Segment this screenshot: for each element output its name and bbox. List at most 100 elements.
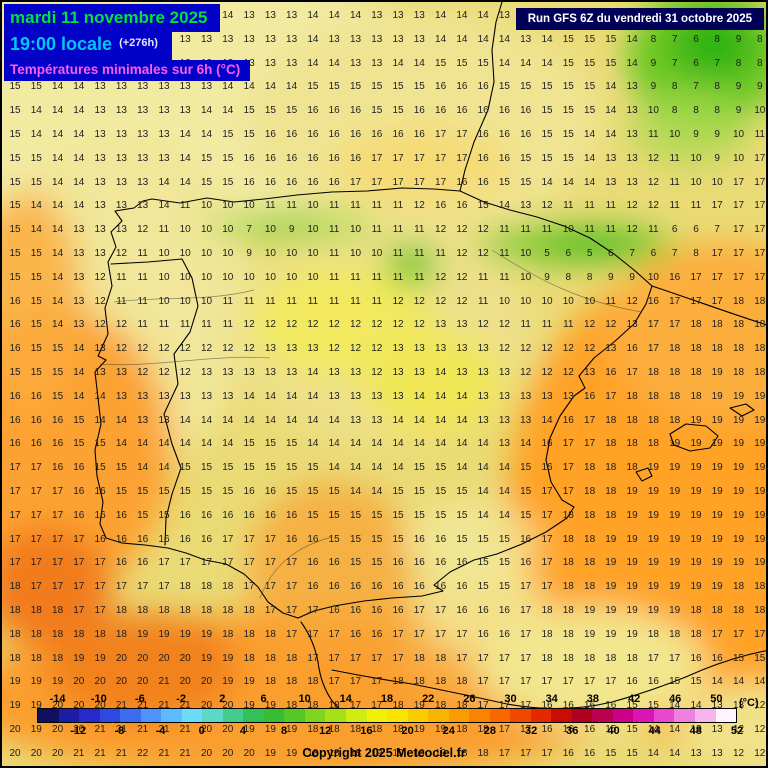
temp-value: 8 xyxy=(565,271,572,283)
temp-value: 15 xyxy=(732,652,745,664)
copyright-label: Copyright 2025 Meteociel.fr xyxy=(302,746,466,760)
temp-value: 19 xyxy=(584,628,596,640)
temp-value: 15 xyxy=(754,652,766,664)
temp-value: 14 xyxy=(30,105,42,117)
temp-value: 14 xyxy=(179,129,191,140)
temp-value: 13 xyxy=(73,224,85,236)
temp-value: 17 xyxy=(435,152,447,164)
temp-value: 12 xyxy=(137,224,149,236)
temp-value: 10 xyxy=(222,200,234,212)
temp-value: 15 xyxy=(371,533,383,545)
temp-value: 16 xyxy=(541,700,553,712)
temp-value: 15 xyxy=(498,557,510,569)
temp-value: 18 xyxy=(690,319,702,331)
temp-value: 16 xyxy=(286,129,298,140)
temp-value: 16 xyxy=(9,414,21,426)
temp-value: 14 xyxy=(477,486,489,497)
temp-value: 17 xyxy=(94,581,106,593)
temp-value: 12 xyxy=(584,319,596,331)
temp-value: 18 xyxy=(562,557,574,569)
temp-value: 10 xyxy=(200,295,213,307)
temp-value: 21 xyxy=(158,676,170,688)
temp-value: 9 xyxy=(650,57,657,69)
temp-value: 15 xyxy=(328,509,340,521)
temp-value: 13 xyxy=(520,414,532,426)
temp-value: 18 xyxy=(30,628,42,640)
temp-value: 15 xyxy=(222,129,234,140)
temp-value: 11 xyxy=(328,271,340,283)
temp-value: 9 xyxy=(544,271,550,283)
temp-value: 13 xyxy=(349,414,362,426)
temp-value: 13 xyxy=(286,57,298,69)
valid-time-label: 19:00 locale (+276h) xyxy=(4,32,172,60)
temp-value: 17 xyxy=(456,652,468,664)
temp-value: 11 xyxy=(499,224,510,236)
temp-value: 19 xyxy=(669,509,681,521)
temp-value: 19 xyxy=(222,676,234,688)
temp-value: 16 xyxy=(349,152,362,164)
temp-value: 17 xyxy=(754,200,766,212)
colorbar-segment xyxy=(489,709,511,722)
temp-value: 13 xyxy=(73,248,85,259)
temp-value: 18 xyxy=(562,581,574,593)
temp-value: 18 xyxy=(52,652,64,664)
temp-value: 14 xyxy=(264,390,276,402)
temp-value: 6 xyxy=(693,57,699,69)
temp-value: 13 xyxy=(349,390,362,402)
temp-value: 14 xyxy=(179,176,191,188)
temp-value: 15 xyxy=(349,509,362,521)
temp-value: 15 xyxy=(9,81,21,93)
temp-value: 12 xyxy=(137,343,149,355)
temp-value: 13 xyxy=(94,105,106,117)
temp-value: 17 xyxy=(541,581,553,593)
temp-value: 11 xyxy=(222,295,233,307)
temp-value: 15 xyxy=(349,533,362,545)
temp-value: 18 xyxy=(307,676,319,688)
temp-value: 17 xyxy=(435,628,447,640)
temp-value: 16 xyxy=(307,533,319,545)
temp-value: 12 xyxy=(754,724,766,735)
temp-value: 18 xyxy=(9,628,21,640)
temp-value: 7 xyxy=(671,57,678,69)
temp-value: 19 xyxy=(200,628,213,640)
temp-value: 19 xyxy=(732,438,745,450)
temp-value: 16 xyxy=(435,557,447,569)
temp-value: 12 xyxy=(435,271,447,283)
temp-value: 19 xyxy=(200,652,213,664)
temp-value: 14 xyxy=(52,295,64,307)
temp-value: 14 xyxy=(371,486,383,497)
temp-value: 11 xyxy=(605,295,616,307)
temp-value: 14 xyxy=(307,10,319,21)
temp-value: 16 xyxy=(584,747,596,759)
temp-value: 11 xyxy=(243,295,255,307)
temp-value: 16 xyxy=(115,509,127,521)
temp-value: 19 xyxy=(669,605,681,616)
temp-value: 19 xyxy=(9,700,21,712)
temp-value: 18 xyxy=(711,343,723,355)
temp-value: 13 xyxy=(137,129,149,140)
temp-value: 13 xyxy=(94,200,106,212)
temp-value: 13 xyxy=(371,57,383,69)
temp-value: 17 xyxy=(456,628,468,640)
temp-value: 16 xyxy=(264,509,276,521)
temp-value: 14 xyxy=(711,676,723,688)
temp-value: 12 xyxy=(222,343,234,355)
temp-value: 15 xyxy=(371,557,383,569)
temp-value: 14 xyxy=(498,33,510,45)
temp-value: 16 xyxy=(349,605,362,616)
temp-value: 13 xyxy=(243,10,255,21)
temp-value: 15 xyxy=(30,81,42,93)
temp-value: 16 xyxy=(94,533,106,545)
temp-value: 14 xyxy=(647,747,659,759)
temp-value: 18 xyxy=(669,414,681,426)
temp-value: 17 xyxy=(647,343,659,355)
temp-value: 15 xyxy=(605,724,617,735)
temp-value: 15 xyxy=(435,57,447,69)
temp-value: 16 xyxy=(392,605,404,616)
temp-value: 17 xyxy=(520,581,532,593)
temp-value: 15 xyxy=(498,533,510,545)
temp-value: 20 xyxy=(115,652,127,664)
temp-value: 14 xyxy=(179,438,191,450)
temp-value: 10 xyxy=(179,248,191,259)
